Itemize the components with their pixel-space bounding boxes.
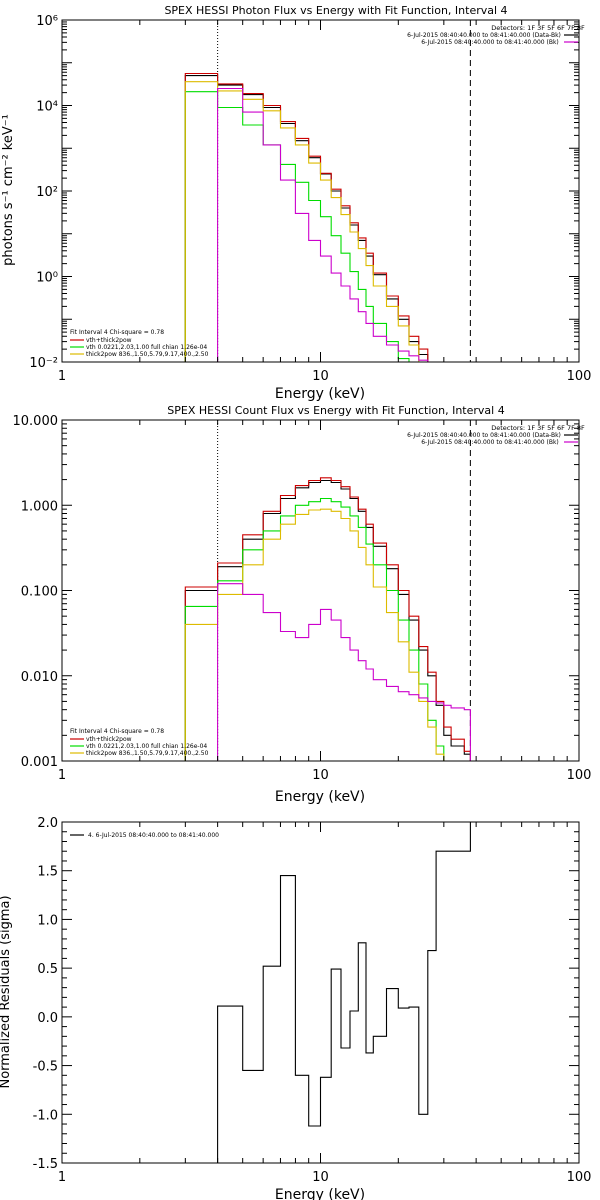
count-flux-detectors-text: Detectors: 1F 3F 5F 6F 7F 8F	[491, 424, 585, 432]
count-flux-title: SPEX HESSI Count Flux vs Energy with Fit…	[167, 404, 504, 417]
photon-flux-fit-item-vth: vth 0.0221,2.03,1.00 full chian 1.26e-04	[86, 344, 207, 351]
count-flux-x-label: Energy (keV)	[275, 789, 365, 805]
residuals-plot-area	[217, 822, 471, 1163]
residuals-y-tick-label: 1.0	[37, 913, 58, 928]
count-flux-legend-fit: Fit Interval 4 Chi-square = 0.78 vth+thi…	[70, 728, 209, 757]
photon-flux-y-tick-label: 10⁰	[36, 271, 58, 286]
photon-flux-fit-item-total: vth+thick2pow	[86, 337, 132, 344]
photon-flux-title: SPEX HESSI Photon Flux vs Energy with Fi…	[164, 4, 507, 17]
residuals-x-tick-label: 1	[58, 1170, 66, 1185]
photon-flux-y-tick-label: 10⁴	[36, 100, 58, 115]
photon-flux-x-tick-label: 100	[567, 369, 592, 384]
residuals-y-tick-label: 0.0	[37, 1011, 58, 1026]
count-flux-x-tick-label: 100	[567, 768, 592, 783]
residuals-legend-text: 4. 6-Jul-2015 08:40:40.000 to 08:41:40.0…	[88, 832, 219, 839]
count-flux-fit-item-vth: vth 0.0221,2.03,1.00 full chian 1.26e-04	[86, 743, 207, 750]
count-flux-y-tick-label: 0.010	[21, 670, 58, 685]
residuals-y-tick-label: 0.5	[37, 962, 58, 977]
count-flux-x-tick-label: 1	[58, 768, 66, 783]
residuals-y-label: Normalized Residuals (sigma)	[0, 895, 13, 1088]
photon-flux-axes: 1 10 100 10⁻² 10⁰ 10² 10⁴ 10⁶	[29, 14, 591, 384]
count-flux-legend-detectors: Detectors: 1F 3F 5F 6F 7F 8F 6-Jul-2015 …	[407, 424, 585, 446]
photon-flux-fit-header: Fit Interval 4 Chi-square = 0.78	[70, 329, 164, 336]
photon-flux-detectors-text: Detectors: 1F 3F 5F 6F 7F 8F	[491, 24, 585, 32]
photon-flux-fit-item-thick2pow: thick2pow 836.,1.50,5.79,9.17,400.,2.50	[86, 351, 209, 358]
residuals-y-tick-label: -0.5	[33, 1060, 58, 1075]
photon-flux-y-tick-label: 10²	[36, 185, 58, 200]
residuals-panel: 1 10 100 -1.5 -1.0 -0.5 0.0 0.5 1.0 1.5 2.0 Energy…	[0, 816, 591, 1200]
photon-flux-y-tick-label: 10⁻²	[29, 356, 58, 371]
photon-flux-data-legend-text: 6-Jul-2015 08:40:40.000 to 08:41:40.000 …	[407, 32, 561, 39]
count-flux-series-background	[217, 583, 471, 761]
residuals-axes: 1 10 100 -1.5 -1.0 -0.5 0.0 0.5 1.0 1.5 2.0	[33, 816, 592, 1185]
count-flux-x-tick-label: 10	[312, 768, 329, 783]
count-flux-y-tick-label: 0.100	[21, 585, 58, 600]
photon-flux-legend-detectors: Detectors: 1F 3F 5F 6F 7F 8F 6-Jul-2015 …	[407, 24, 585, 46]
residuals-y-tick-label: -1.0	[33, 1108, 58, 1123]
photon-flux-bk-legend-text: 6-Jul-2015 08:40:40.000 to 08:41:40.000 …	[421, 39, 559, 46]
photon-flux-legend-fit: Fit Interval 4 Chi-square = 0.78 vth+thi…	[70, 329, 209, 358]
photon-flux-y-label: photons s⁻¹ cm⁻² keV⁻¹	[1, 114, 16, 266]
count-flux-fit-item-total: vth+thick2pow	[86, 736, 132, 743]
count-flux-series-thick2pow	[184, 508, 471, 762]
count-flux-bk-legend-text: 6-Jul-2015 08:40:40.000 to 08:41:40.000 …	[421, 439, 559, 446]
residuals-y-tick-label: 2.0	[37, 816, 58, 831]
count-flux-series-vth-thick2pow	[184, 477, 471, 761]
photon-flux-panel: SPEX HESSI Photon Flux vs Energy with Fi…	[1, 4, 591, 402]
residuals-x-tick-label: 100	[567, 1170, 592, 1185]
photon-flux-y-tick-label: 10⁶	[36, 14, 58, 29]
count-flux-data-legend-text: 6-Jul-2015 08:40:40.000 to 08:41:40.000 …	[407, 432, 561, 439]
photon-flux-x-tick-label: 10	[312, 369, 329, 384]
count-flux-fit-item-thick2pow: thick2pow 836.,1.50,5.79,9.17,400.,2.50	[86, 750, 209, 757]
residuals-y-tick-label: -1.5	[33, 1157, 58, 1172]
count-flux-y-tick-label: 1.000	[21, 499, 58, 514]
residuals-x-tick-label: 10	[312, 1170, 329, 1185]
count-flux-panel: SPEX HESSI Count Flux vs Energy with Fit…	[13, 404, 592, 805]
residuals-x-label: Energy (keV)	[275, 1187, 365, 1200]
photon-flux-series-thick2pow	[184, 81, 471, 363]
count-flux-y-tick-label: 10.000	[13, 414, 59, 429]
count-flux-y-tick-label: 0.001	[21, 755, 58, 770]
count-flux-fit-header: Fit Interval 4 Chi-square = 0.78	[70, 728, 164, 735]
residuals-legend: 4. 6-Jul-2015 08:40:40.000 to 08:41:40.0…	[70, 832, 219, 839]
residuals-y-tick-label: 1.5	[37, 865, 58, 880]
photon-flux-x-tick-label: 1	[58, 369, 66, 384]
photon-flux-x-label: Energy (keV)	[275, 386, 365, 402]
count-flux-series-data-bk	[184, 479, 471, 761]
photon-flux-series-background	[217, 87, 471, 363]
count-flux-plot-area	[184, 420, 471, 762]
residuals-series	[217, 822, 471, 1163]
count-flux-axes: 1 10 100 0.001 0.010 0.100 1.000 10.000	[13, 414, 592, 783]
